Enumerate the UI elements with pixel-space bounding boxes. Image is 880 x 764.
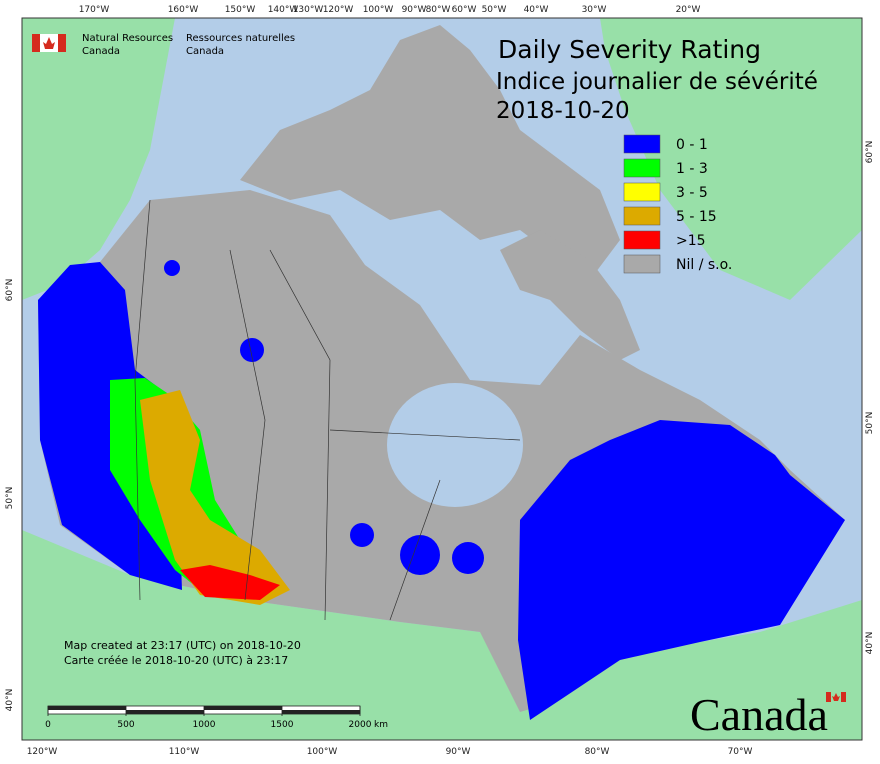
legend-label: >15 xyxy=(676,233,706,249)
legend-swatch xyxy=(623,230,661,250)
red-area xyxy=(180,565,280,600)
graticule-right: 60°N 50°N 40°N xyxy=(865,141,875,655)
flag-bar xyxy=(826,692,831,702)
lon-label: 30°W xyxy=(582,5,607,15)
scale-label: 2000 xyxy=(349,720,372,730)
agency-name: Canada xyxy=(82,46,120,57)
lon-label: 40°W xyxy=(524,5,549,15)
legend-swatch xyxy=(623,254,661,274)
lon-label: 130°W xyxy=(293,5,324,15)
lake xyxy=(400,535,440,575)
legend-label: Nil / s.o. xyxy=(676,257,732,273)
lon-label: 110°W xyxy=(169,747,200,757)
lon-label: 20°W xyxy=(676,5,701,15)
lon-label: 160°W xyxy=(168,5,199,15)
legend-label: 0 - 1 xyxy=(676,137,708,153)
graticule-top: 170°W 160°W 150°W 140°W 130°W 120°W 100°… xyxy=(79,5,701,15)
canada-wordmark: Canada xyxy=(690,689,828,740)
lat-label: 50°N xyxy=(5,487,15,510)
scale-label: 1000 xyxy=(193,720,216,730)
legend-swatch xyxy=(623,182,661,202)
lake xyxy=(452,542,484,574)
scale-label: 0 xyxy=(45,720,51,730)
legend-swatch xyxy=(623,134,661,154)
scale-segment xyxy=(204,706,282,710)
title: Indice journalier de sévérité xyxy=(496,69,818,95)
orange-area xyxy=(140,390,290,605)
lon-label: 100°W xyxy=(307,747,338,757)
scale-segment xyxy=(126,710,204,714)
boundary-line xyxy=(229,249,266,601)
greenland xyxy=(600,18,862,300)
alaska xyxy=(22,18,175,300)
scale-label: 1500 xyxy=(271,720,294,730)
legend-label: 3 - 5 xyxy=(676,185,708,201)
east-region xyxy=(518,420,845,720)
note: Map created at 23:17 (UTC) on 2018-10-20 xyxy=(64,639,301,652)
lon-label: 170°W xyxy=(79,5,110,15)
maple-leaf xyxy=(832,693,840,701)
lon-label: 90°W xyxy=(446,747,471,757)
lon-label: 120°W xyxy=(27,747,58,757)
legend-label: 1 - 3 xyxy=(676,161,708,177)
lake xyxy=(164,260,180,276)
lon-label: 120°W xyxy=(323,5,354,15)
agency-name: Ressources naturelles xyxy=(186,33,295,44)
lake xyxy=(350,523,374,547)
legend-swatch xyxy=(623,158,661,178)
lon-label: 60°W xyxy=(452,5,477,15)
legend: 0 - 1 1 - 3 3 - 5 5 - 15 >15 Nil / s.o. xyxy=(623,134,732,274)
lat-label: 50°N xyxy=(865,412,875,435)
lon-label: 140°W xyxy=(268,5,299,15)
graticule-bottom: 120°W 110°W 100°W 90°W 80°W 70°W xyxy=(27,747,753,757)
lon-label: 80°W xyxy=(585,747,610,757)
lake xyxy=(240,338,264,362)
map xyxy=(21,17,863,741)
boundaries xyxy=(134,199,521,621)
date: 2018-10-20 xyxy=(496,98,630,124)
agency-name: Canada xyxy=(186,46,224,57)
usa xyxy=(22,530,862,740)
lon-label: 90°W xyxy=(402,5,427,15)
baffin-island xyxy=(500,230,640,360)
scale-segment xyxy=(48,706,126,710)
lon-label: 150°W xyxy=(225,5,256,15)
title: Daily Severity Rating xyxy=(498,35,761,64)
lat-label: 60°N xyxy=(5,279,15,302)
flag-bar xyxy=(58,34,66,52)
boundary-line xyxy=(269,249,331,621)
wordmark: Canada xyxy=(690,689,846,740)
legend-label: 5 - 15 xyxy=(676,209,717,225)
boundary-line xyxy=(389,479,441,621)
lon-label: 50°W xyxy=(482,5,507,15)
note: Carte créée le 2018-10-20 (UTC) à 23:17 xyxy=(64,654,288,667)
scale-unit: km xyxy=(374,720,388,730)
legend-swatch xyxy=(623,206,661,226)
scale-segment xyxy=(282,710,360,714)
boundary-line xyxy=(134,199,151,601)
lat-label: 40°N xyxy=(865,632,875,655)
hudson-bay xyxy=(387,383,523,507)
agency-name: Natural Resources xyxy=(82,33,173,44)
scale-bar: 0 500 1000 1500 2000 km xyxy=(45,705,388,730)
graticule-left: 60°N 50°N 40°N xyxy=(5,279,15,712)
lon-label: 80°W xyxy=(426,5,451,15)
scale-label: 500 xyxy=(117,720,134,730)
lat-label: 60°N xyxy=(865,141,875,164)
flag-bar xyxy=(32,34,40,52)
lon-label: 100°W xyxy=(363,5,394,15)
lon-label: 70°W xyxy=(728,747,753,757)
map-frame xyxy=(21,17,863,741)
boundary-line xyxy=(329,429,521,441)
flag-bar xyxy=(841,692,846,702)
lat-label: 40°N xyxy=(5,689,15,712)
maple-leaf xyxy=(43,37,55,49)
nrcan-logo: Natural Resources Canada Ressources natu… xyxy=(32,33,295,57)
arctic-islands xyxy=(240,25,620,280)
